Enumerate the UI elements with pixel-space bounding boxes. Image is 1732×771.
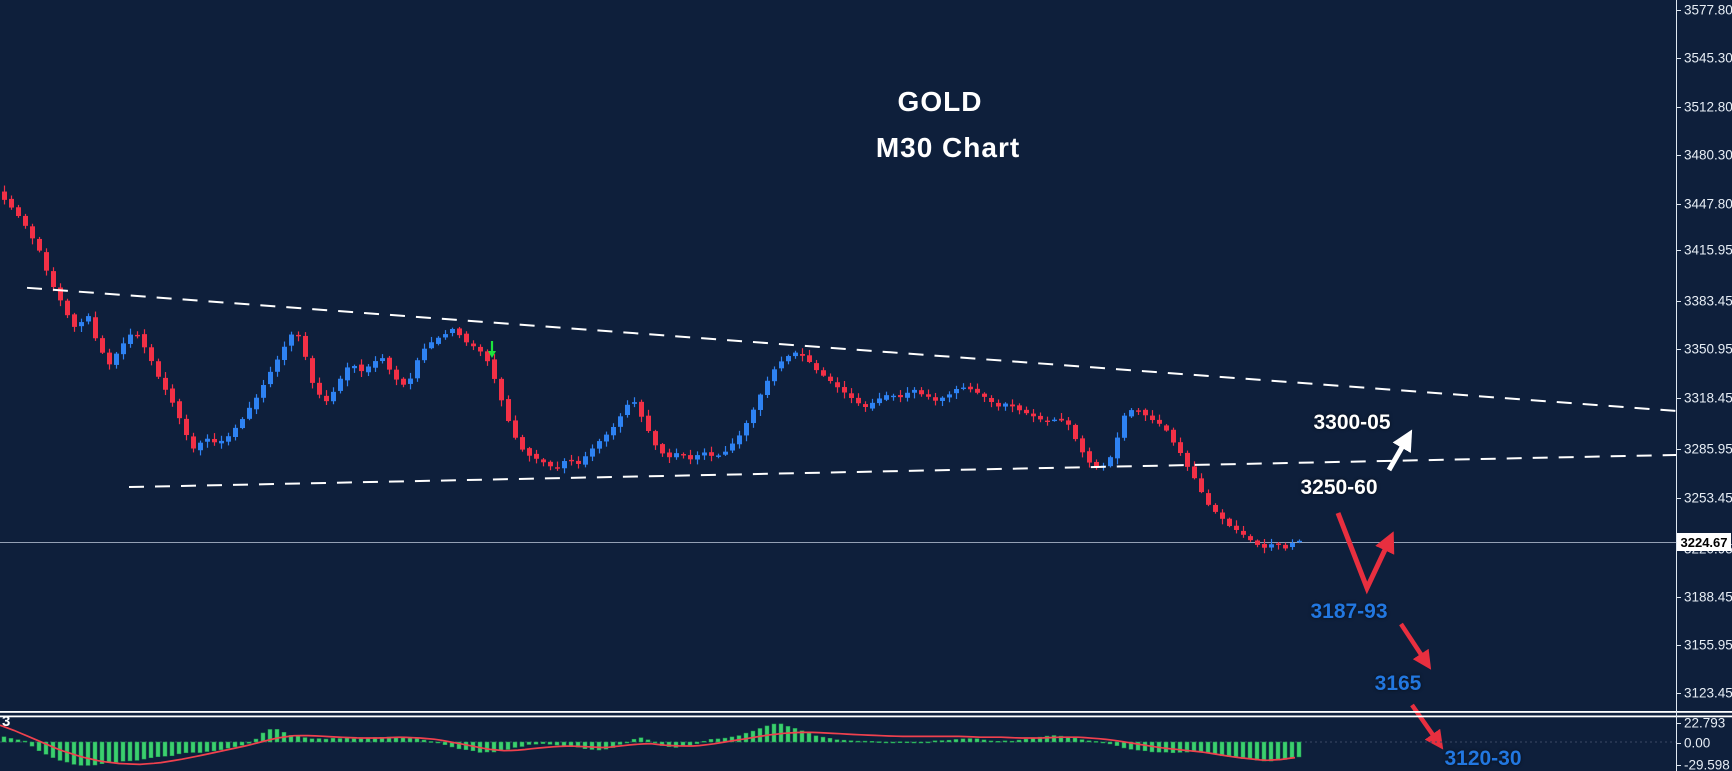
indicator-histogram xyxy=(1,723,1302,766)
price-tick-label: 3318.45 xyxy=(1684,390,1732,406)
white-up-arrow xyxy=(1386,429,1413,472)
price-tick-label: 3577.80 xyxy=(1684,2,1732,18)
indicator-tick-label: 22.793 xyxy=(1684,715,1726,731)
price-tick-label: 3480.30 xyxy=(1684,147,1732,163)
indicator-tick-label: 0.00 xyxy=(1684,735,1711,751)
price-tick-label: 3415.95 xyxy=(1684,242,1732,258)
price-tick-label: 3545.30 xyxy=(1684,50,1732,66)
red-down-arrow-1 xyxy=(1399,622,1432,670)
price-tick-label: 3512.80 xyxy=(1684,99,1732,115)
price-tick-label: 3155.95 xyxy=(1684,637,1732,653)
price-tick-label: 3350.95 xyxy=(1684,341,1732,357)
indicator-tick-label: -29.598 xyxy=(1684,757,1730,771)
annotation-target-3120-30: 3120-30 xyxy=(1444,747,1522,770)
price-tick-label: 3188.45 xyxy=(1684,589,1732,605)
panel-separator[interactable] xyxy=(0,711,1732,713)
price-tick-label: 3253.45 xyxy=(1684,490,1732,506)
annotation-target-3165: 3165 xyxy=(1374,672,1422,695)
price-tick-label: 3383.45 xyxy=(1684,293,1732,309)
annotation-support-3250-60: 3250-60 xyxy=(1300,476,1378,499)
price-tick-label: 3123.45 xyxy=(1684,685,1732,701)
indicator-signal-line xyxy=(0,724,1296,766)
candles xyxy=(2,185,1302,554)
annotation-resistance-3300-05: 3300-05 xyxy=(1313,411,1391,434)
chart-title-timeframe: M30 Chart xyxy=(875,132,1021,163)
chart-title-symbol: GOLD xyxy=(897,86,983,117)
price-tick-label: 3447.80 xyxy=(1684,196,1732,212)
panel-separator[interactable] xyxy=(0,715,1732,718)
indicator-panel-label: 3 xyxy=(2,713,11,730)
lower-wedge[interactable] xyxy=(128,453,1677,489)
current-price-label: 3224.67 xyxy=(1677,533,1731,551)
red-v-arrow xyxy=(1335,512,1395,595)
price-tick-label: 3285.95 xyxy=(1684,441,1732,457)
annotation-target-3187-93: 3187-93 xyxy=(1310,600,1388,623)
